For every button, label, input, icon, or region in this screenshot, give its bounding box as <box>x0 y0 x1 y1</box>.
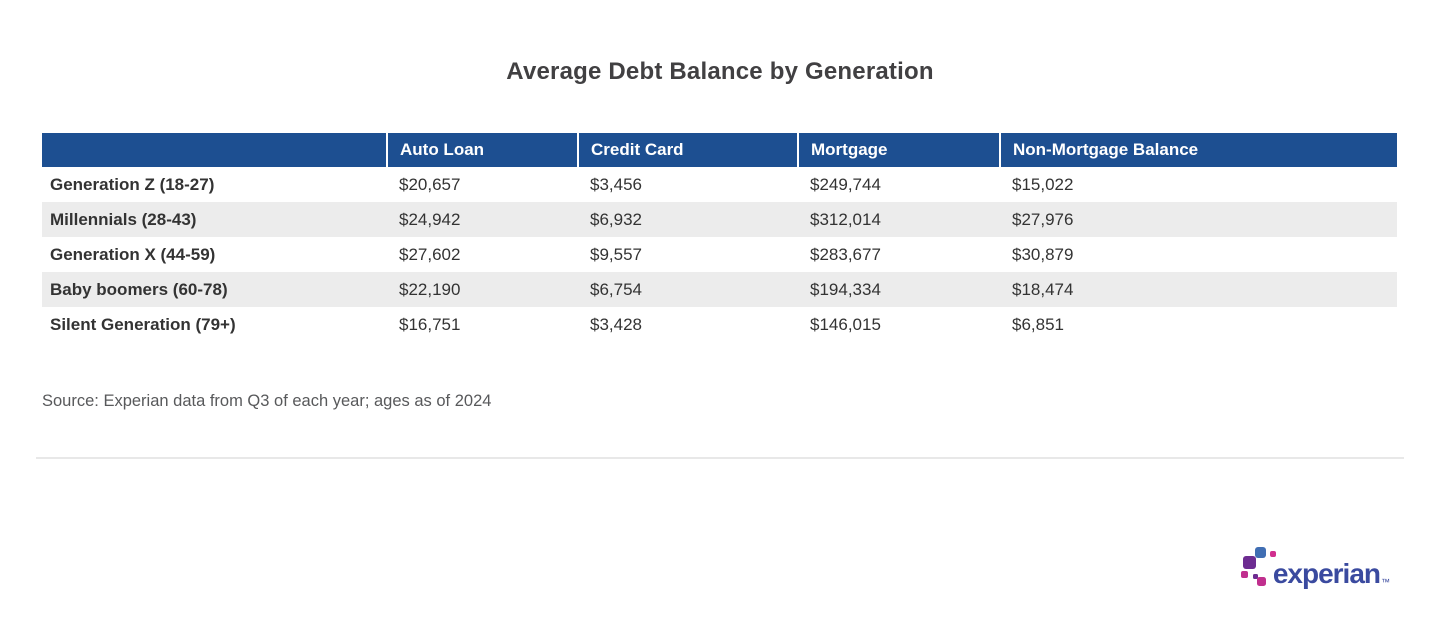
logo-square-magenta-icon <box>1240 571 1248 578</box>
experian-logo-mark-icon <box>1239 545 1279 591</box>
logo-square-magenta-medium-icon <box>1256 577 1266 586</box>
cell-value: $9,557 <box>590 244 642 264</box>
logo-square-purple-icon <box>1242 556 1256 569</box>
experian-logo: experian ™ <box>1239 545 1390 591</box>
row-label: Generation X (44-59) <box>50 244 216 264</box>
cell-value: $312,014 <box>810 209 881 229</box>
cell-value: $22,190 <box>399 279 461 299</box>
row-label: Generation Z (18-27) <box>50 174 215 194</box>
column-header: Credit Card <box>577 133 798 167</box>
cell-value: $6,932 <box>590 209 642 229</box>
debt-table: Auto Loan Credit Card Mortgage Non-Mortgage… <box>42 133 1397 342</box>
cell-value: $16,751 <box>399 314 461 334</box>
table-header: Auto Loan Credit Card Mortgage Non-Mortgage… <box>42 133 1397 167</box>
page-title: Average Debt Balance by Generation <box>506 58 934 85</box>
table-row: Silent Generation (79+) $16,751 $3,428 $146… <box>42 307 1397 342</box>
trademark-symbol: ™ <box>1381 577 1390 587</box>
cell-value: $194,334 <box>810 279 881 299</box>
cell-value: $24,942 <box>399 209 461 229</box>
cell-value: $146,015 <box>810 314 881 334</box>
column-header <box>42 133 387 167</box>
experian-logo-text: experian <box>1272 558 1381 589</box>
cell-value: $30,879 <box>1012 244 1074 264</box>
cell-value: $6,754 <box>590 279 642 299</box>
cell-value: $6,851 <box>1012 314 1064 334</box>
cell-value: $283,677 <box>810 244 881 264</box>
logo-dot-pink-icon <box>1269 551 1276 557</box>
cell-value: $15,022 <box>1012 174 1074 194</box>
row-label: Millennials (28-43) <box>50 209 197 229</box>
divider <box>36 457 1404 459</box>
table-body: Generation Z (18-27) $20,657 $3,456 $249,74… <box>42 167 1397 342</box>
cell-value: $20,657 <box>399 174 461 194</box>
cell-value: $18,474 <box>1012 279 1074 299</box>
table-row: Millennials (28-43) $24,942 $6,932 $312,014… <box>42 202 1397 237</box>
cell-value: $27,976 <box>1012 209 1074 229</box>
row-label: Baby boomers (60-78) <box>50 279 228 299</box>
source-note: Source: Experian data from Q3 of each ye… <box>42 392 492 410</box>
table-row: Baby boomers (60-78) $22,190 $6,754 $194,33… <box>42 272 1397 307</box>
table-header-row: Auto Loan Credit Card Mortgage Non-Mortgage… <box>42 133 1397 167</box>
column-header: Mortgage <box>797 133 1000 167</box>
cell-value: $27,602 <box>399 244 461 264</box>
table-row: Generation X (44-59) $27,602 $9,557 $283,67… <box>42 237 1397 272</box>
cell-value: $249,744 <box>810 174 881 194</box>
logo-square-light-blue-icon <box>1254 547 1266 558</box>
column-header: Non-Mortgage Balance <box>999 133 1397 167</box>
table-row: Generation Z (18-27) $20,657 $3,456 $249,74… <box>42 167 1397 202</box>
cell-value: $3,428 <box>590 314 642 334</box>
column-header: Auto Loan <box>386 133 578 167</box>
row-label: Silent Generation (79+) <box>50 314 236 334</box>
cell-value: $3,456 <box>590 174 642 194</box>
